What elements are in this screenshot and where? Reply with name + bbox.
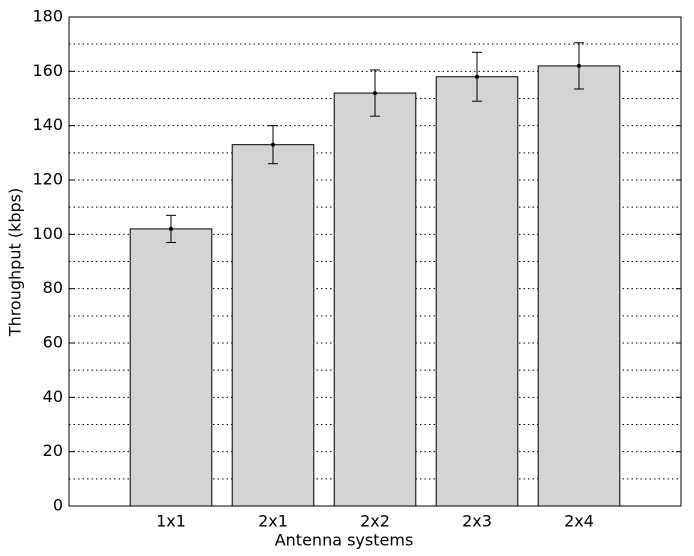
bar (129, 228, 213, 507)
y-tick-label: 80 (43, 278, 63, 297)
y-tick-label: 40 (43, 387, 63, 406)
bar (333, 92, 417, 507)
error-bar (574, 42, 584, 90)
plot-frame (68, 16, 682, 507)
x-tick-label: 2x2 (360, 512, 390, 531)
x-tick-label: 2x4 (564, 512, 594, 531)
error-bar (166, 214, 176, 243)
error-bar (370, 69, 380, 117)
y-tick-label: 60 (43, 333, 63, 352)
y-tick-label: 140 (32, 115, 63, 134)
error-bar (268, 125, 278, 165)
bar (435, 76, 519, 507)
y-tick-label: 180 (32, 7, 63, 26)
error-bar (472, 51, 482, 102)
y-tick-label: 120 (32, 170, 63, 189)
y-tick-label: 20 (43, 441, 63, 460)
y-tick-label: 100 (32, 224, 63, 243)
x-axis-label: Antenna systems (275, 531, 414, 550)
bar (537, 65, 621, 507)
y-tick-label: 160 (32, 61, 63, 80)
x-tick-label: 2x1 (258, 512, 288, 531)
x-tick-label: 1x1 (156, 512, 186, 531)
bar (231, 144, 315, 507)
y-tick-label: 0 (53, 496, 63, 515)
x-tick-label: 2x3 (462, 512, 492, 531)
y-axis-label: Throughput (kbps) (6, 188, 25, 337)
